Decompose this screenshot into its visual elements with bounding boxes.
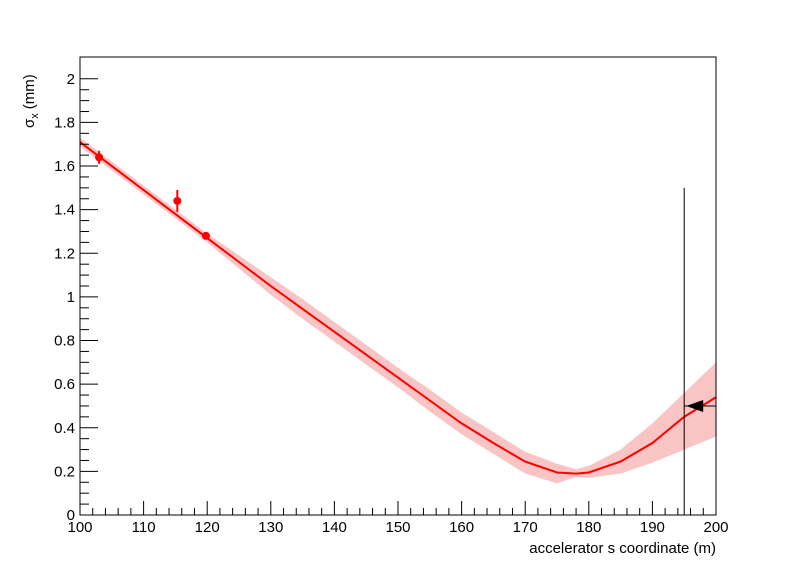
- x-tick-label: 120: [195, 519, 220, 536]
- x-tick-label: 150: [385, 519, 410, 536]
- x-tick-label: 110: [132, 519, 156, 536]
- x-tick-label: 160: [449, 519, 474, 536]
- y-axis-label: σx (mm): [21, 74, 41, 128]
- arrow-head: [686, 399, 704, 412]
- y-tick-label: 0.2: [54, 463, 75, 480]
- y-tick-label: 0.8: [54, 333, 75, 350]
- y-label-subscript: x: [29, 113, 41, 119]
- x-tick-label: 180: [576, 519, 601, 536]
- y-tick-label: 0.4: [54, 420, 75, 437]
- y-tick-label: 1.2: [54, 245, 75, 262]
- x-tick-label: 140: [322, 519, 347, 536]
- y-tick-label: 1.8: [54, 114, 75, 131]
- data-point: [95, 153, 104, 162]
- x-tick-label: 190: [640, 519, 665, 536]
- x-tick-label: 200: [703, 519, 728, 536]
- x-tick-label: 170: [513, 519, 538, 536]
- y-tick-label: 0.6: [54, 376, 75, 393]
- y-tick-label: 1.6: [54, 158, 75, 175]
- fit-curve: [79, 141, 717, 475]
- y-tick-label: 2: [67, 71, 75, 88]
- data-point: [201, 231, 210, 240]
- y-tick-label: 0: [67, 507, 75, 524]
- x-tick-label: 130: [258, 519, 283, 536]
- x-tick-label: 100: [67, 519, 92, 536]
- y-tick-label: 1: [67, 289, 75, 306]
- y-label-unit: (mm): [21, 74, 38, 109]
- y-tick-label: 1.4: [54, 202, 75, 219]
- x-axis-label: accelerator s coordinate (m): [529, 540, 716, 557]
- y-label-symbol: σ: [21, 118, 38, 128]
- data-point: [173, 196, 182, 205]
- confidence-band: [80, 137, 716, 484]
